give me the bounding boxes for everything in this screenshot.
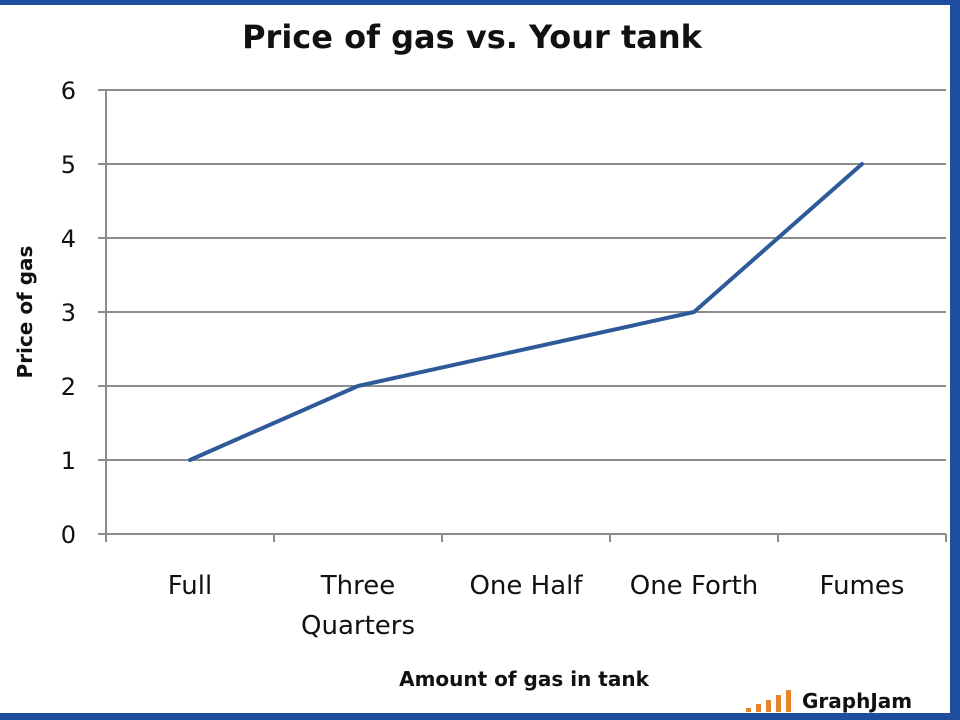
axes [105, 90, 947, 542]
gridlines [98, 89, 946, 535]
frame-right-border [950, 0, 960, 720]
x-tick-label: Fumes [820, 571, 905, 601]
y-tick-label: 6 [61, 77, 76, 105]
y-tick-label: 2 [61, 373, 76, 401]
x-tick-label: Three Quarters [301, 571, 415, 641]
chart-title: Price of gas vs. Your tank [242, 18, 703, 56]
y-tick-label: 5 [61, 151, 76, 179]
y-tick-label: 0 [61, 521, 76, 549]
y-tick-labels: 0 1 2 3 4 5 6 [61, 77, 76, 549]
x-tick-label: One Half [469, 571, 583, 601]
y-tick-label: 4 [61, 225, 76, 253]
x-axis-title: Amount of gas in tank [399, 667, 649, 691]
watermark-text: GraphJam [802, 689, 913, 713]
y-axis-title: Price of gas [13, 246, 37, 379]
x-tick-label: One Forth [630, 571, 759, 601]
series-line-0 [188, 162, 864, 462]
graphjam-watermark: GraphJam [746, 688, 912, 712]
frame-bottom-border [0, 713, 960, 720]
frame-top-border [0, 0, 960, 5]
y-tick-label: 3 [61, 299, 76, 327]
x-tick-label: Full [168, 571, 212, 601]
series-layer [188, 162, 864, 462]
x-tick-labels: Full Three Quarters One Half One Forth Fumes [168, 571, 905, 641]
bar-chart-logo-icon [746, 690, 796, 712]
y-tick-label: 1 [61, 447, 76, 475]
